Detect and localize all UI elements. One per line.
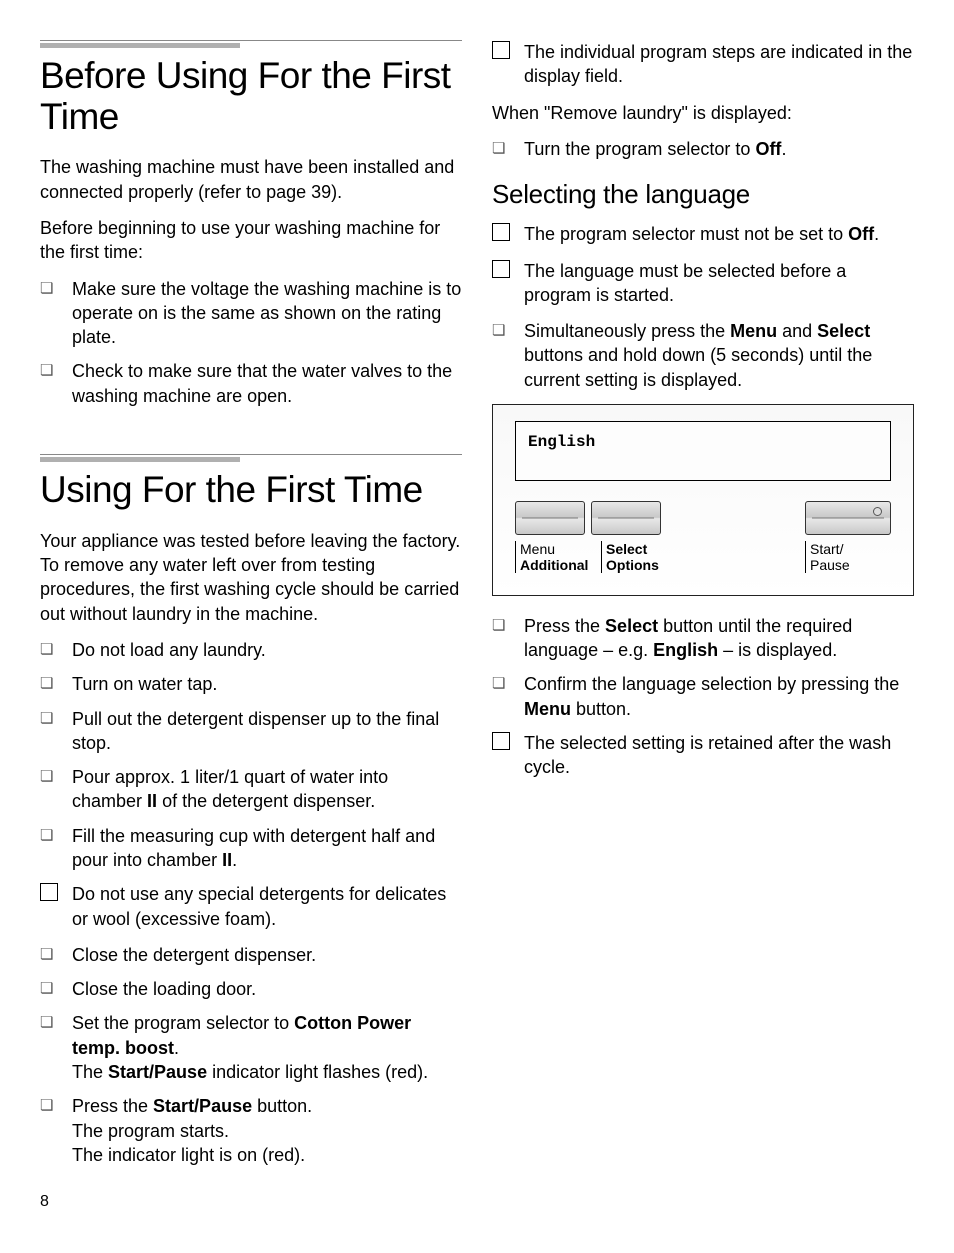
text-bold: Start/Pause (153, 1096, 252, 1116)
select-button (591, 501, 661, 535)
display-screen: English (515, 421, 891, 481)
text: Pause (810, 557, 850, 573)
menu-button (515, 501, 585, 535)
box-note: The selected setting is retained after t… (492, 731, 914, 780)
text: Start/ (810, 541, 843, 557)
note-box-icon (492, 223, 510, 241)
text-bold: Menu (524, 699, 571, 719)
text: The language must be selected before a p… (524, 261, 846, 305)
bullet-item: Set the program selector to Cotton Power… (40, 1011, 462, 1084)
text: buttons and hold down (5 seconds) until … (524, 345, 872, 389)
paragraph: Before beginning to use your washing mac… (40, 216, 462, 265)
note-box-icon (492, 260, 510, 278)
subheading: Selecting the language (492, 177, 914, 212)
right-column: The individual program steps are indicat… (492, 40, 914, 1213)
text: Set the program selector to (72, 1013, 294, 1033)
text: The individual program steps are indicat… (524, 42, 912, 86)
section-rule (40, 454, 462, 455)
bullet-item: Make sure the voltage the washing machin… (40, 277, 462, 350)
start-pause-button (805, 501, 891, 535)
note-box-icon (492, 732, 510, 750)
text: Press the (524, 616, 605, 636)
section-rule (40, 40, 462, 41)
button-row (515, 501, 891, 535)
text: Do not use any special detergents for de… (72, 884, 446, 928)
text-bold: Off (755, 139, 781, 159)
paragraph: When "Remove laundry" is displayed: (492, 101, 914, 125)
section2-title: Using For the First Time (40, 470, 462, 511)
bullet-item: Fill the measuring cup with detergent ha… (40, 824, 462, 873)
text: Fill the measuring cup with detergent ha… (72, 826, 435, 870)
left-column: Before Using For the First Time The wash… (40, 40, 462, 1213)
bullet-item: Close the detergent dispenser. (40, 943, 462, 967)
note-box-icon (40, 883, 58, 901)
text: Menu (520, 541, 555, 557)
bullet-item: Check to make sure that the water valves… (40, 359, 462, 408)
bullet-item: Turn the program selector to Off. (492, 137, 914, 161)
button-labels: Menu Additional Select Options Start/ Pa… (515, 541, 891, 573)
text-bold: Options (606, 557, 659, 573)
text: . (874, 224, 879, 244)
text: Confirm the language selection by pressi… (524, 674, 899, 694)
text-bold: Off (848, 224, 874, 244)
text-bold: Additional (520, 557, 588, 573)
page: Before Using For the First Time The wash… (40, 40, 914, 1213)
text: The (72, 1062, 108, 1082)
text: button. (252, 1096, 312, 1116)
box-note: The individual program steps are indicat… (492, 40, 914, 89)
text-bold: Menu (730, 321, 777, 341)
text: button. (571, 699, 631, 719)
text: and (777, 321, 817, 341)
text: The program selector must not be set to (524, 224, 848, 244)
control-panel-diagram: English Menu Additional Select Options (492, 404, 914, 596)
box-note: Do not use any special detergents for de… (40, 882, 462, 931)
paragraph: The washing machine must have been insta… (40, 155, 462, 204)
text-bold: II (222, 850, 232, 870)
text: Simultaneously press the (524, 321, 730, 341)
bullet-item: Press the Start/Pause button. The progra… (40, 1094, 462, 1167)
text-bold: Start/Pause (108, 1062, 207, 1082)
bullet-item: Confirm the language selection by pressi… (492, 672, 914, 721)
section-accent-bar (40, 43, 240, 48)
bullet-item: Close the loading door. (40, 977, 462, 1001)
bullet-item: Simultaneously press the Menu and Select… (492, 319, 914, 392)
button-group-left (515, 501, 661, 535)
bullet-item: Do not load any laundry. (40, 638, 462, 662)
section-accent-bar (40, 457, 240, 462)
bullet-item: Pull out the detergent dispenser up to t… (40, 707, 462, 756)
text: The indicator light is on (red). (72, 1145, 305, 1165)
text-bold: Select (605, 616, 658, 636)
text-bold: II (147, 791, 157, 811)
indicator-led-icon (873, 507, 882, 516)
menu-label: Menu Additional (515, 541, 591, 573)
note-box-icon (492, 41, 510, 59)
text: Turn the program selector to (524, 139, 755, 159)
paragraph: Your appliance was tested before leaving… (40, 529, 462, 626)
section1-title: Before Using For the First Time (40, 56, 462, 137)
spacer (40, 418, 462, 454)
text: Press the (72, 1096, 153, 1116)
text-bold: Select (817, 321, 870, 341)
select-label: Select Options (601, 541, 671, 573)
text: . (174, 1038, 179, 1058)
start-pause-label: Start/ Pause (805, 541, 891, 573)
text-bold: English (653, 640, 718, 660)
box-note: The program selector must not be set to … (492, 222, 914, 246)
text: The selected setting is retained after t… (524, 733, 891, 777)
page-number: 8 (40, 1191, 462, 1213)
bullet-item: Turn on water tap. (40, 672, 462, 696)
text: . (232, 850, 237, 870)
bullet-item: Press the Select button until the requir… (492, 614, 914, 663)
text: of the detergent dispenser. (157, 791, 375, 811)
text: indicator light flashes (red). (207, 1062, 428, 1082)
text: – is displayed. (718, 640, 837, 660)
box-note: The language must be selected before a p… (492, 259, 914, 308)
text: . (781, 139, 786, 159)
text: The program starts. (72, 1121, 229, 1141)
text-bold: Select (606, 541, 647, 557)
bullet-item: Pour approx. 1 liter/1 quart of water in… (40, 765, 462, 814)
